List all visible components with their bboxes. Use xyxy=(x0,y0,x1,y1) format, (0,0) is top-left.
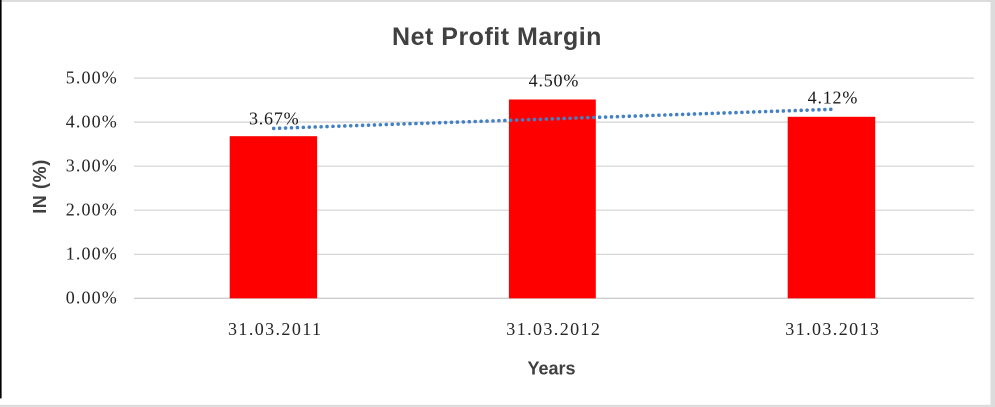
svg-text:4.12%: 4.12% xyxy=(808,87,859,107)
svg-text:2.00%: 2.00% xyxy=(66,200,118,220)
svg-text:3.67%: 3.67% xyxy=(249,108,300,128)
svg-text:31.03.2013: 31.03.2013 xyxy=(785,319,880,339)
svg-text:Net Profit Margin: Net Profit Margin xyxy=(392,23,602,51)
svg-text:IN (%): IN (%) xyxy=(30,159,50,214)
svg-text:5.00%: 5.00% xyxy=(66,68,118,88)
svg-text:31.03.2012: 31.03.2012 xyxy=(506,319,601,339)
svg-text:4.00%: 4.00% xyxy=(66,112,118,132)
svg-text:3.00%: 3.00% xyxy=(66,156,118,176)
svg-text:4.50%: 4.50% xyxy=(529,71,580,91)
svg-text:0.00%: 0.00% xyxy=(66,288,118,308)
svg-text:31.03.2011: 31.03.2011 xyxy=(228,319,322,339)
svg-text:Years: Years xyxy=(527,359,575,379)
svg-text:1.00%: 1.00% xyxy=(66,244,118,264)
